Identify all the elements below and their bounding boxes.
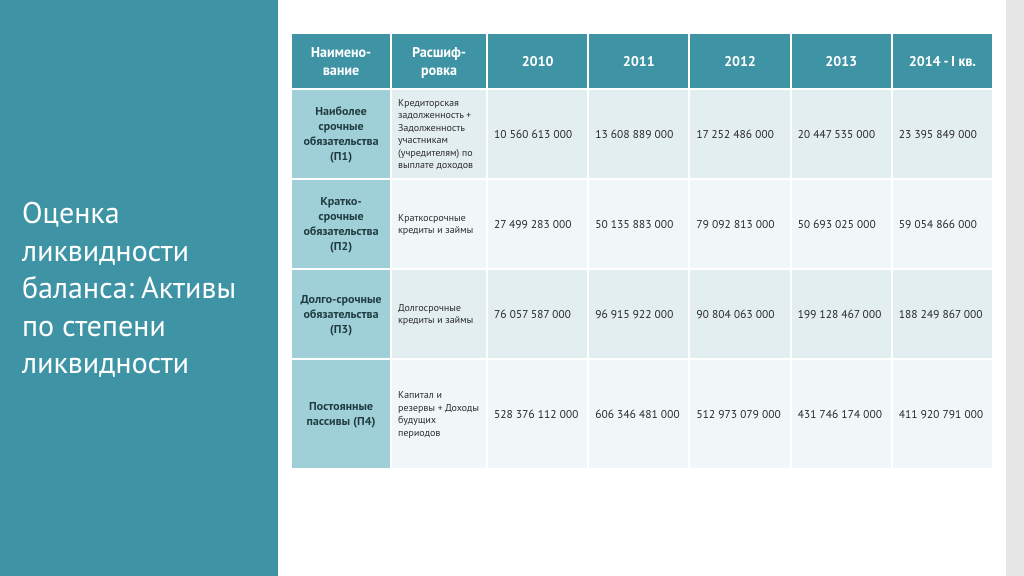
row-desc: Долгосрочные кредиты и займы	[391, 269, 487, 359]
table-row: Долго-срочные обязательства (П3) Долгоср…	[291, 269, 993, 359]
page-title: Оценка ликвидности баланса: Активы по ст…	[22, 194, 260, 382]
col-header-2011: 2011	[588, 33, 689, 89]
row-desc: Краткосрочные кредиты и займы	[391, 179, 487, 269]
cell-2011: 13 608 889 000	[588, 89, 689, 179]
cell-2013: 431 746 174 000	[791, 359, 892, 469]
cell-2010: 76 057 587 000	[487, 269, 588, 359]
cell-2010: 528 376 112 000	[487, 359, 588, 469]
col-header-2012: 2012	[689, 33, 790, 89]
cell-2014: 23 395 849 000	[892, 89, 993, 179]
cell-2011: 96 915 922 000	[588, 269, 689, 359]
cell-2013: 50 693 025 000	[791, 179, 892, 269]
cell-2011: 606 346 481 000	[588, 359, 689, 469]
table-row: Наиболее срочные обязательства (П1) Кред…	[291, 89, 993, 179]
col-header-desc: Расшиф- ровка	[391, 33, 487, 89]
cell-2014: 59 054 866 000	[892, 179, 993, 269]
right-margin-strip	[1006, 0, 1024, 576]
row-desc: Кредиторская задолженность + Задолженнос…	[391, 89, 487, 179]
row-name: Постоянные пассивы (П4)	[291, 359, 391, 469]
col-header-2014q1: 2014 - I кв.	[892, 33, 993, 89]
cell-2012: 17 252 486 000	[689, 89, 790, 179]
row-name: Кратко-срочные обязательства (П2)	[291, 179, 391, 269]
row-name: Наиболее срочные обязательства (П1)	[291, 89, 391, 179]
table-header-row: Наимено- вание Расшиф- ровка 2010 2011 2…	[291, 33, 993, 89]
cell-2010: 10 560 613 000	[487, 89, 588, 179]
col-header-name: Наимено- вание	[291, 33, 391, 89]
cell-2012: 512 973 079 000	[689, 359, 790, 469]
row-name: Долго-срочные обязательства (П3)	[291, 269, 391, 359]
table-container: Наимено- вание Расшиф- ровка 2010 2011 2…	[278, 0, 1006, 576]
cell-2013: 199 128 467 000	[791, 269, 892, 359]
cell-2011: 50 135 883 000	[588, 179, 689, 269]
col-header-2013: 2013	[791, 33, 892, 89]
liquidity-table: Наимено- вание Расшиф- ровка 2010 2011 2…	[290, 32, 994, 470]
cell-2014: 411 920 791 000	[892, 359, 993, 469]
cell-2012: 79 092 813 000	[689, 179, 790, 269]
table-row: Кратко-срочные обязательства (П2) Кратко…	[291, 179, 993, 269]
table-row: Постоянные пассивы (П4) Капитал и резерв…	[291, 359, 993, 469]
cell-2012: 90 804 063 000	[689, 269, 790, 359]
title-sidebar: Оценка ликвидности баланса: Активы по ст…	[0, 0, 278, 576]
cell-2013: 20 447 535 000	[791, 89, 892, 179]
cell-2010: 27 499 283 000	[487, 179, 588, 269]
cell-2014: 188 249 867 000	[892, 269, 993, 359]
col-header-2010: 2010	[487, 33, 588, 89]
row-desc: Капитал и резервы + Доходы будущих перио…	[391, 359, 487, 469]
